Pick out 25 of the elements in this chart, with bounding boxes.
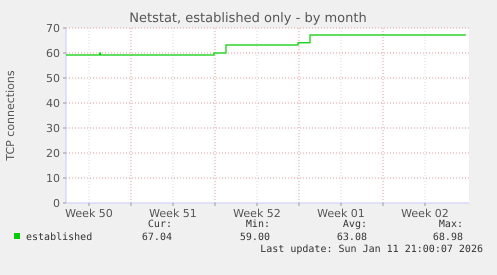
text: Max: <box>438 219 463 230</box>
x-tick-label: Week 01 <box>317 207 365 220</box>
y-tick-label: 30 <box>46 122 60 135</box>
x-tick-label: Week 51 <box>149 207 197 220</box>
y-tick-label: 60 <box>46 47 60 60</box>
x-tick-label: Week 52 <box>233 207 281 220</box>
y-tick-label: 0 <box>53 197 60 210</box>
text: 67.04 <box>142 232 172 243</box>
y-tick-label: 10 <box>46 172 60 185</box>
y-axis-title: TCP connections <box>4 70 17 162</box>
y-tick-label: 20 <box>46 147 60 160</box>
y-tick-label: 70 <box>46 22 60 35</box>
x-tick-label: Week 02 <box>401 207 449 220</box>
text: 68.98 <box>432 232 463 243</box>
text: Avg: <box>342 219 367 230</box>
chart-title: Netstat, established only - by month <box>129 11 367 26</box>
y-tick-label: 40 <box>46 97 60 110</box>
legend-label: established <box>26 232 92 243</box>
text: Last update: Sun Jan 11 21:00:07 2026 <box>260 244 483 255</box>
text: Cur: <box>148 219 172 230</box>
text: 59.00 <box>240 232 270 243</box>
x-tick-label: Week 50 <box>65 207 113 220</box>
text: 63.08 <box>336 232 367 243</box>
y-tick-label: 50 <box>46 72 60 85</box>
text: Min: <box>246 219 270 230</box>
